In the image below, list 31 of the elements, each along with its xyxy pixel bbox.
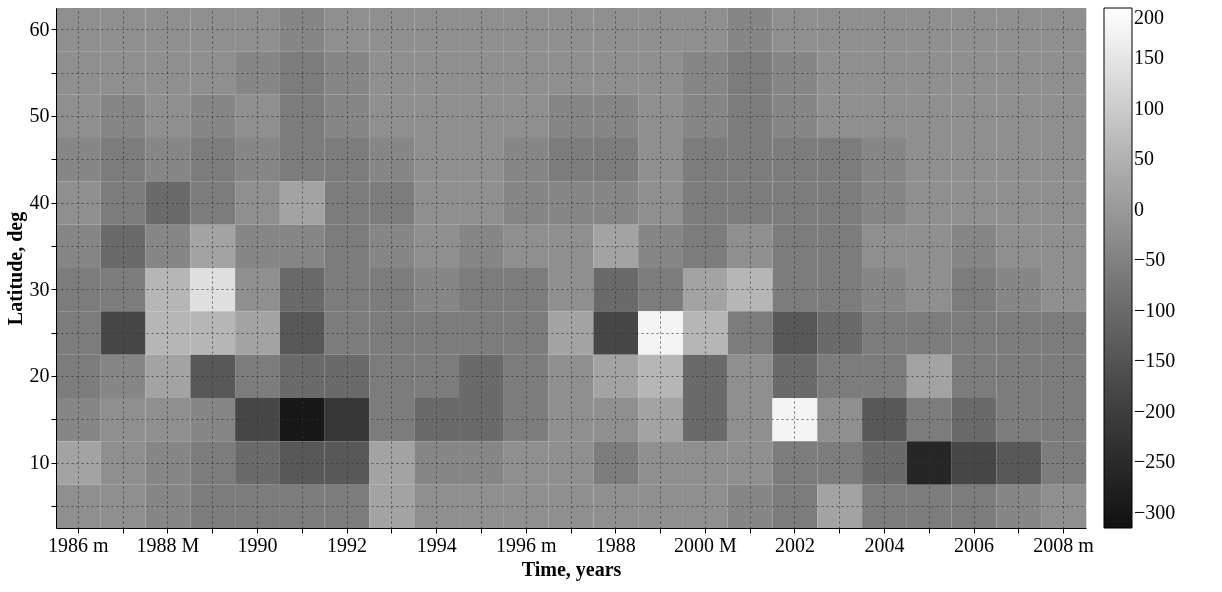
color-bar-label: 100 (1134, 96, 1164, 119)
x-tick-label: 2004 (864, 533, 905, 556)
y-tick-label: 20 (29, 364, 50, 387)
x-tick-label: 2000 M (673, 533, 737, 556)
x-tick-label: 1994 (416, 533, 457, 556)
x-tick-label: 1996 m (495, 533, 557, 556)
y-tick-label: 40 (29, 191, 50, 213)
color-bar-label: 150 (1134, 46, 1164, 69)
color-bar-label: 50 (1134, 147, 1154, 170)
x-tick-label: 1992 (327, 533, 368, 556)
color-bar-label: −300 (1134, 500, 1176, 523)
y-tick-label: 10 (29, 451, 50, 473)
y-tick-label: 60 (29, 17, 50, 40)
x-axis-title: Time, years (521, 557, 622, 581)
color-bar-label: −200 (1134, 399, 1176, 422)
color-bar-label: −100 (1134, 298, 1176, 321)
x-tick-label: 1988 M (136, 533, 200, 556)
color-bar-label: −50 (1134, 248, 1166, 271)
x-tick-label: 2006 (954, 533, 995, 556)
y-axis-title: Latitude, deg (3, 211, 27, 326)
color-bar-label: 200 (1134, 6, 1164, 28)
x-tick-label: 1990 (237, 533, 278, 556)
x-tick-label: 1986 m (48, 533, 110, 556)
color-bar-label: 0 (1134, 197, 1144, 220)
x-tick-label: 2002 (774, 533, 815, 556)
color-bar-label: −250 (1134, 450, 1176, 473)
x-tick-label: 1988 (595, 533, 636, 556)
y-tick-label: 50 (29, 104, 50, 127)
x-tick-label: 2008 m (1033, 533, 1095, 556)
color-bar-label: −150 (1134, 349, 1176, 372)
y-tick-label: 30 (29, 277, 50, 300)
